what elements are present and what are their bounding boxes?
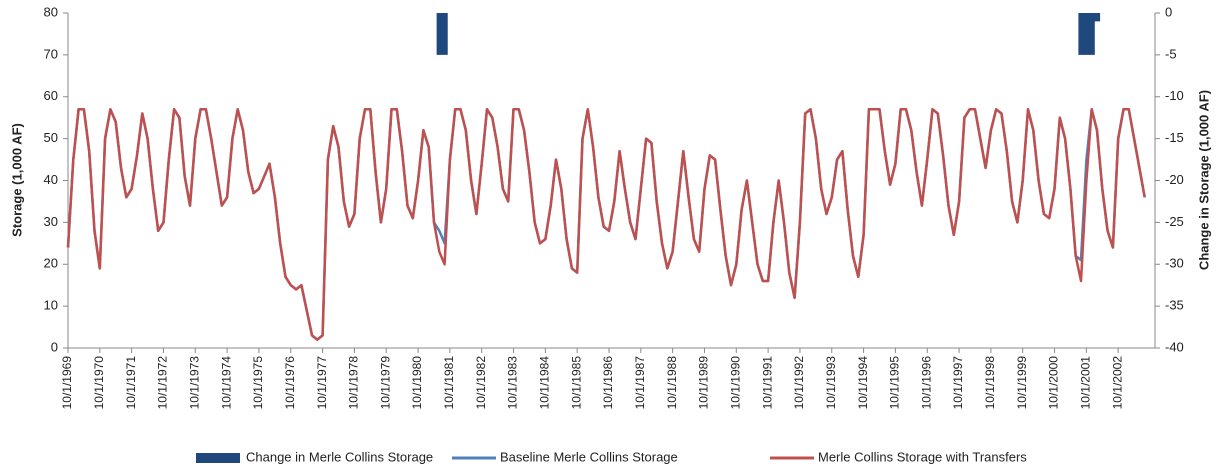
x-tick-label: 10/1/1969 [60, 356, 74, 410]
bar [441, 13, 448, 55]
x-tick-label: 10/1/1987 [633, 356, 647, 410]
x-tick-label: 10/1/1971 [124, 356, 138, 410]
x-tick-label: 10/1/1978 [347, 356, 361, 410]
legend-label: Change in Merle Collins Storage [246, 449, 433, 464]
x-tick-label: 10/1/1993 [824, 356, 838, 410]
x-tick-label: 10/1/1975 [251, 356, 265, 410]
x-tick-label: 10/1/1982 [474, 356, 488, 410]
x-tick-label: 10/1/1997 [951, 356, 965, 410]
x-tick-label: 10/1/1977 [315, 356, 329, 410]
line [66, 108, 1146, 341]
y2-tick-label: -30 [1165, 256, 1184, 271]
y-axis-title: Storage (1,000 AF) [9, 123, 24, 237]
x-tick-label: 10/1/1991 [760, 356, 774, 410]
x-tick-label: 10/1/2001 [1079, 356, 1093, 410]
y-tick-label: 40 [44, 172, 58, 187]
legend-swatch [196, 453, 240, 463]
y2-tick-label: -15 [1165, 130, 1184, 145]
y-tick-label: 20 [44, 256, 58, 271]
x-tick-label: 10/1/1985 [569, 356, 583, 410]
bar [1078, 13, 1085, 55]
x-tick-label: 10/1/1973 [187, 356, 201, 410]
x-tick-label: 10/1/2000 [1047, 356, 1061, 410]
y-tick-label: 0 [51, 339, 58, 354]
x-tick-label: 10/1/1992 [792, 356, 806, 410]
x-tick-label: 10/1/1995 [888, 356, 902, 410]
bar [436, 13, 443, 55]
y-tick-label: 30 [44, 214, 58, 229]
x-tick-label: 10/1/1994 [856, 356, 870, 410]
x-tick-label: 10/1/1970 [92, 356, 106, 410]
bar [1083, 13, 1090, 55]
y-tick-label: 60 [44, 88, 58, 103]
x-tick-label: 10/1/1990 [728, 356, 742, 410]
x-tick-label: 10/1/1972 [156, 356, 170, 410]
x-tick-label: 10/1/1989 [697, 356, 711, 410]
x-tick-label: 10/1/2002 [1110, 356, 1124, 410]
y-tick-label: 10 [44, 298, 58, 313]
x-tick-label: 10/1/1984 [538, 356, 552, 410]
bar [1089, 13, 1095, 55]
x-tick-label: 10/1/1998 [983, 356, 997, 410]
x-tick-label: 10/1/1979 [378, 356, 392, 410]
y2-tick-label: -40 [1165, 339, 1184, 354]
y-tick-label: 80 [44, 4, 58, 19]
x-tick-label: 10/1/1988 [665, 356, 679, 410]
bar [1094, 13, 1101, 22]
y2-tick-label: -20 [1165, 172, 1184, 187]
line [66, 108, 1146, 341]
y2-tick-label: -35 [1165, 298, 1184, 313]
x-tick-label: 10/1/1996 [919, 356, 933, 410]
y2-tick-label: -10 [1165, 88, 1184, 103]
x-tick-label: 10/1/1983 [506, 356, 520, 410]
x-tick-label: 10/1/1980 [410, 356, 424, 410]
y2-tick-label: 0 [1165, 4, 1172, 19]
y2-tick-label: -5 [1165, 46, 1177, 61]
x-tick-label: 10/1/1999 [1015, 356, 1029, 410]
y2-axis-title: Change in Storage (1,000 AF) [1196, 90, 1211, 270]
legend-label: Baseline Merle Collins Storage [500, 449, 678, 464]
y2-tick-label: -25 [1165, 214, 1184, 229]
x-tick-label: 10/1/1974 [219, 356, 233, 410]
y-tick-label: 50 [44, 130, 58, 145]
x-tick-label: 10/1/1986 [601, 356, 615, 410]
y-tick-label: 70 [44, 46, 58, 61]
legend-label: Merle Collins Storage with Transfers [818, 449, 1027, 464]
x-tick-label: 10/1/1976 [283, 356, 297, 410]
x-tick-label: 10/1/1981 [442, 356, 456, 410]
